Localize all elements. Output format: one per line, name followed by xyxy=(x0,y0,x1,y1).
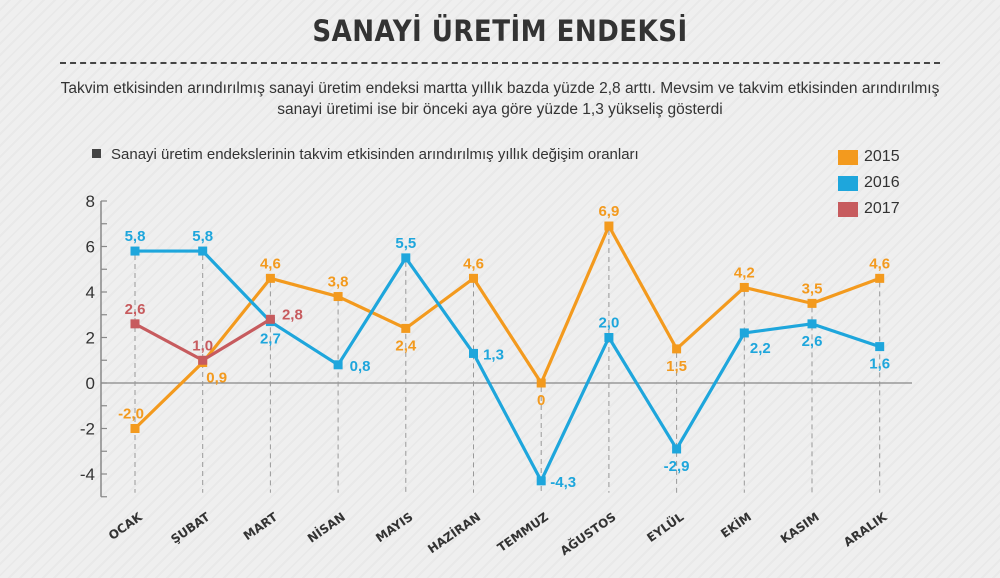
page-title: SANAYİ ÜRETİM ENDEKSİ xyxy=(312,14,688,48)
data-label-2016: 2,2 xyxy=(750,340,771,357)
data-label-2015: 3,5 xyxy=(802,280,823,297)
data-point-2016 xyxy=(604,333,614,342)
chart-title: Sanayi üretim endekslerinin takvim etkis… xyxy=(92,146,639,163)
legend-item-2016: 2016 xyxy=(838,170,900,196)
data-label-2016: 1,6 xyxy=(869,356,890,373)
y-tick-label: -2 xyxy=(80,420,95,439)
data-label-2015: 4,2 xyxy=(734,264,755,281)
x-tick-label: HAZİRAN xyxy=(425,509,484,556)
data-point-2015 xyxy=(469,273,478,283)
legend-label: 2015 xyxy=(864,148,900,165)
data-label-2016: 5,5 xyxy=(395,235,416,252)
x-tick-label: MART xyxy=(241,509,281,543)
data-point-2015 xyxy=(604,221,614,231)
x-tick-label: TEMMUZ xyxy=(495,510,551,555)
y-tick-label: 0 xyxy=(86,374,95,393)
x-tick-label: MAYIS xyxy=(373,510,415,545)
data-label-2017: 2,6 xyxy=(125,301,146,318)
data-label-2015: 0 xyxy=(537,392,545,409)
series-line-2016 xyxy=(135,249,881,483)
x-tick-label: NİSAN xyxy=(304,509,347,546)
legend-swatch xyxy=(838,201,858,217)
data-point-2016 xyxy=(469,348,478,358)
data-point-2015 xyxy=(536,378,546,388)
data-point-2016 xyxy=(401,253,411,263)
data-point-2017 xyxy=(265,314,275,324)
x-tick-label: ARALIK xyxy=(841,509,890,549)
x-tick-label: ŞUBAT xyxy=(168,509,213,546)
series-line-2015 xyxy=(133,224,881,430)
x-tick-label: KASIM xyxy=(778,510,822,546)
data-label-2016: 1,3 xyxy=(483,346,504,363)
data-point-2016 xyxy=(807,319,817,329)
data-label-2016: 0,8 xyxy=(350,358,371,375)
legend-label: 2016 xyxy=(864,174,900,191)
data-point-2015 xyxy=(875,273,885,283)
data-point-2016 xyxy=(333,360,343,370)
data-label-2016: 2,7 xyxy=(260,331,281,348)
data-point-2016 xyxy=(198,246,208,256)
data-label-2016: -4,3 xyxy=(550,474,576,491)
data-point-2015 xyxy=(333,292,343,302)
data-label-2015: 3,8 xyxy=(328,274,349,291)
legend-swatch xyxy=(838,149,858,165)
y-tick-label: 8 xyxy=(86,192,95,211)
data-label-2015: 0,9 xyxy=(206,370,227,387)
data-point-2016 xyxy=(672,444,682,454)
data-label-2016: -2,9 xyxy=(664,458,690,475)
data-point-2015 xyxy=(401,323,411,333)
y-tick-label: 6 xyxy=(86,238,95,257)
data-point-2015 xyxy=(265,273,275,283)
data-point-2015 xyxy=(130,424,140,433)
legend-swatch xyxy=(838,175,858,191)
data-label-2015: 4,6 xyxy=(869,255,890,272)
x-tick-label: OCAK xyxy=(106,509,145,542)
data-point-2017 xyxy=(130,319,140,329)
y-tick-label: -4 xyxy=(80,465,95,484)
data-point-2017 xyxy=(198,355,208,365)
data-label-2015: 2,4 xyxy=(395,337,417,354)
x-tick-label: EKİM xyxy=(718,509,754,541)
y-tick-label: 4 xyxy=(86,283,95,302)
data-point-2015 xyxy=(672,344,682,354)
data-label-2016: 5,8 xyxy=(192,228,213,245)
legend-item-2017: 2017 xyxy=(838,196,900,222)
y-tick-label: 2 xyxy=(86,329,95,348)
data-label-2016: 2,0 xyxy=(598,315,619,332)
x-tick-label: EYLÜL xyxy=(644,509,687,545)
data-label-2015: 4,6 xyxy=(463,255,484,272)
data-point-2016 xyxy=(875,342,885,352)
bullet-icon xyxy=(92,149,101,158)
data-point-2016 xyxy=(536,476,546,486)
data-label-2017: 2,8 xyxy=(282,306,303,323)
data-label-2015: -2,0 xyxy=(118,406,144,423)
data-point-2016 xyxy=(739,328,749,338)
data-label-2015: 1,5 xyxy=(666,358,687,375)
legend: 2015 2016 2017 xyxy=(838,144,900,222)
data-label-2016: 5,8 xyxy=(125,228,146,245)
divider xyxy=(60,62,940,64)
data-label-2017: 1,0 xyxy=(192,337,213,354)
chart-title-text: Sanayi üretim endekslerinin takvim etkis… xyxy=(111,146,639,163)
x-tick-label: AĞUSTOS xyxy=(557,509,618,558)
data-label-2015: 4,6 xyxy=(260,255,281,272)
legend-label: 2017 xyxy=(864,200,900,217)
legend-item-2015: 2015 xyxy=(838,144,900,170)
data-point-2015 xyxy=(807,298,817,308)
data-label-2016: 2,6 xyxy=(802,333,823,350)
data-label-2015: 6,9 xyxy=(598,203,619,220)
subtitle: Takvim etkisinden arındırılmış sanayi ür… xyxy=(60,80,940,118)
data-point-2016 xyxy=(130,246,140,256)
data-point-2015 xyxy=(739,282,749,292)
